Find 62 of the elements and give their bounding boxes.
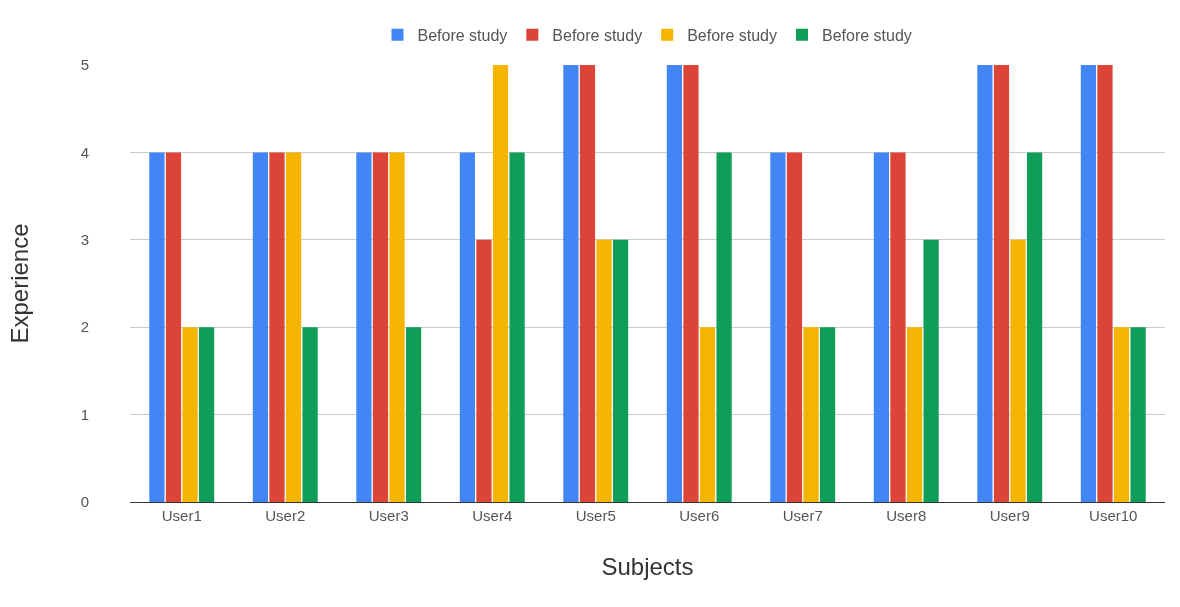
bar bbox=[596, 239, 612, 502]
bar bbox=[356, 152, 372, 502]
bar bbox=[873, 152, 890, 502]
y-tick-label: 3 bbox=[80, 231, 89, 249]
bar bbox=[492, 65, 509, 502]
x-tick-label: User3 bbox=[368, 507, 409, 524]
bar bbox=[509, 152, 525, 502]
x-tick-label: User1 bbox=[161, 507, 202, 524]
bar bbox=[770, 152, 786, 502]
bar bbox=[1080, 65, 1097, 502]
bar bbox=[372, 152, 389, 502]
legend-label: Before study bbox=[417, 27, 508, 45]
bar bbox=[182, 327, 198, 502]
y-tick-label: 0 bbox=[80, 493, 89, 511]
bar bbox=[666, 65, 683, 502]
bar bbox=[683, 65, 699, 502]
bar bbox=[906, 327, 923, 502]
bar bbox=[459, 152, 476, 502]
x-tick-label: User8 bbox=[886, 507, 927, 524]
legend-label: Before study bbox=[552, 27, 643, 45]
bar bbox=[252, 152, 269, 502]
bar bbox=[269, 152, 285, 502]
legend-label: Before study bbox=[687, 27, 777, 45]
bar bbox=[405, 327, 422, 502]
x-tick-label: User6 bbox=[679, 507, 720, 524]
bar bbox=[476, 239, 492, 502]
bar bbox=[302, 327, 318, 502]
legend-label: Before study bbox=[821, 27, 912, 45]
y-tick-label: 4 bbox=[80, 143, 89, 161]
y-tick-label: 2 bbox=[80, 318, 89, 336]
bar bbox=[819, 327, 836, 502]
bar bbox=[699, 327, 716, 502]
bar bbox=[563, 65, 579, 502]
bar bbox=[1130, 327, 1146, 502]
bar bbox=[198, 327, 215, 502]
bar bbox=[285, 152, 302, 502]
bar bbox=[579, 65, 596, 502]
x-tick-label: User2 bbox=[265, 507, 306, 524]
x-tick-label: User5 bbox=[575, 507, 616, 524]
bar bbox=[923, 239, 939, 502]
bar bbox=[977, 65, 993, 502]
bar bbox=[993, 65, 1010, 502]
bar bbox=[803, 327, 819, 502]
bar bbox=[1010, 239, 1026, 502]
bar bbox=[165, 152, 182, 502]
x-tick-label: User7 bbox=[782, 507, 823, 524]
bar bbox=[1113, 327, 1130, 502]
x-tick-label: User4 bbox=[472, 507, 513, 524]
bar bbox=[716, 152, 732, 502]
bar bbox=[389, 152, 405, 502]
y-axis-title: Experience bbox=[5, 223, 33, 344]
bar bbox=[786, 152, 803, 502]
x-axis-title: Subjects bbox=[601, 553, 694, 581]
y-tick-label: 5 bbox=[80, 56, 89, 74]
y-tick-label: 1 bbox=[80, 405, 89, 423]
x-tick-label: User9 bbox=[989, 507, 1030, 524]
bar bbox=[149, 152, 165, 502]
bar bbox=[890, 152, 906, 502]
bar bbox=[1026, 152, 1043, 502]
bar bbox=[612, 239, 629, 502]
x-tick-label: User10 bbox=[1089, 507, 1138, 524]
bar bbox=[1097, 65, 1113, 502]
